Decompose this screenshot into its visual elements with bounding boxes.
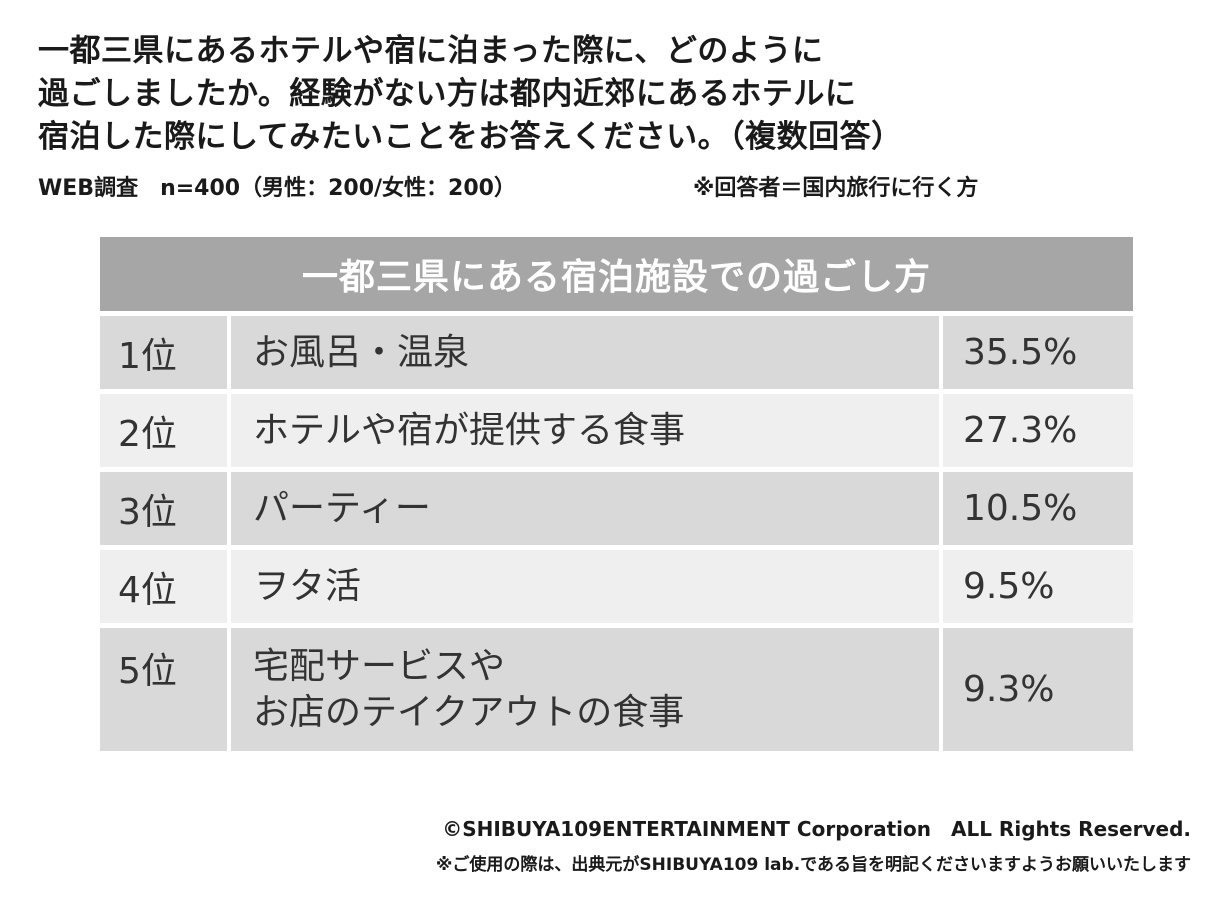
rank-cell: 5位 xyxy=(100,628,227,751)
table-row: 2位 ホテルや宿が提供する食事 27.3% xyxy=(100,394,1133,467)
percent-cell: 35.5% xyxy=(943,316,1133,389)
survey-method: WEB調査 n=400（男性：200/女性：200） xyxy=(38,176,516,201)
rank-cell: 1位 xyxy=(100,316,227,389)
survey-question: 一都三県にあるホテルや宿に泊まった際に、どのように 過ごしましたか。経験がない方… xyxy=(38,30,1198,159)
rank-cell: 3位 xyxy=(100,472,227,545)
rank-cell: 2位 xyxy=(100,394,227,467)
item-cell: 宅配サービスや お店のテイクアウトの食事 xyxy=(231,628,939,751)
question-line: 宿泊した際にしてみたいことをお答えください。（複数回答） xyxy=(38,119,903,155)
survey-respondents: ※回答者＝国内旅行に行く方 xyxy=(693,176,979,201)
percent-cell: 10.5% xyxy=(943,472,1133,545)
item-cell: ヲタ活 xyxy=(231,550,939,623)
percent-cell: 27.3% xyxy=(943,394,1133,467)
question-line: 一都三県にあるホテルや宿に泊まった際に、どのように xyxy=(38,33,824,69)
survey-meta: WEB調査 n=400（男性：200/女性：200） ※回答者＝国内旅行に行く方 xyxy=(38,170,978,202)
table-title: 一都三県にある宿泊施設での過ごし方 xyxy=(100,237,1133,311)
copyright-text: ©SHIBUYA109ENTERTAINMENT Corporation ALL… xyxy=(442,817,1191,841)
item-cell: お風呂・温泉 xyxy=(231,316,939,389)
percent-cell: 9.5% xyxy=(943,550,1133,623)
table-row: 3位 パーティー 10.5% xyxy=(100,472,1133,545)
item-cell: ホテルや宿が提供する食事 xyxy=(231,394,939,467)
question-line: 過ごしましたか。経験がない方は都内近郊にあるホテルに xyxy=(38,76,857,112)
table-row: 1位 お風呂・温泉 35.5% xyxy=(100,316,1133,389)
table-row: 5位 宅配サービスや お店のテイクアウトの食事 9.3% xyxy=(100,628,1133,751)
rank-cell: 4位 xyxy=(100,550,227,623)
item-cell: パーティー xyxy=(231,472,939,545)
percent-cell: 9.3% xyxy=(943,628,1133,751)
table-row: 4位 ヲタ活 9.5% xyxy=(100,550,1133,623)
ranking-table: 一都三県にある宿泊施設での過ごし方 1位 お風呂・温泉 35.5% 2位 ホテル… xyxy=(100,237,1133,751)
usage-notice: ※ご使用の際は、出典元がSHIBUYA109 lab.である旨を明記くださいます… xyxy=(435,855,1191,875)
